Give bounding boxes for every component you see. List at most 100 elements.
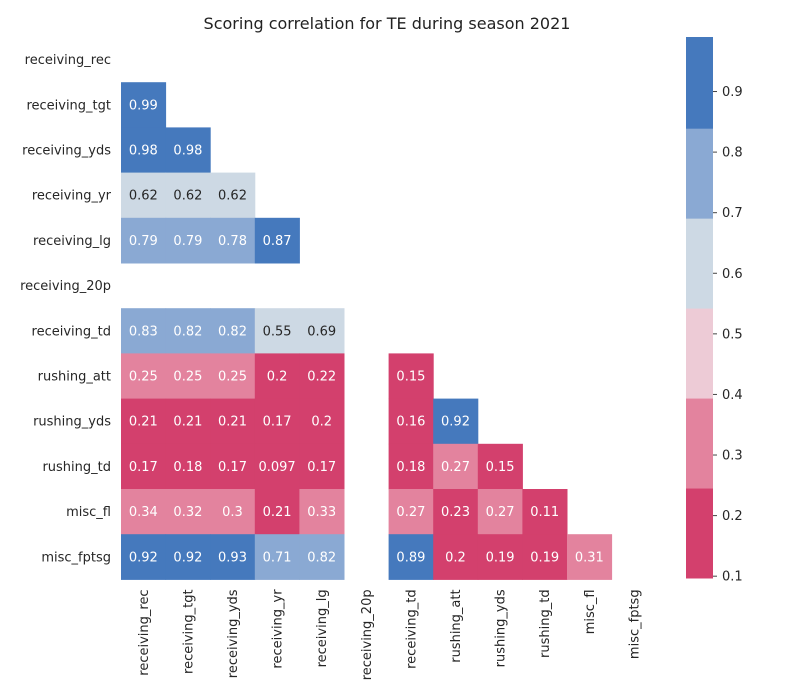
heatmap-cell [388, 534, 434, 580]
column-tick-label: receiving_yr [271, 589, 286, 669]
colorbar-tick-label: 0.6 [722, 267, 743, 282]
column-tick-label: rushing_td [538, 589, 553, 658]
cell-value-label: 0.99 [129, 98, 158, 113]
heatmap-cell [121, 534, 167, 580]
heatmap-cell [121, 82, 167, 128]
heatmap-cell [433, 534, 479, 580]
cell-value-label: 0.19 [486, 550, 515, 565]
heatmap-cell [522, 534, 568, 580]
colorbar-tick-label: 0.3 [722, 449, 743, 464]
cell-value-label: 0.25 [173, 370, 202, 385]
cell-value-label: 0.79 [173, 234, 202, 249]
heatmap-cell [433, 489, 479, 535]
cell-value-label: 0.93 [218, 550, 247, 565]
cell-value-label: 0.89 [396, 550, 425, 565]
column-tick-label: receiving_lg [315, 589, 330, 667]
cell-value-label: 0.92 [441, 415, 470, 430]
heatmap-cell [254, 534, 300, 580]
heatmap-cell [210, 217, 256, 264]
row-tick-label: rushing_att [38, 370, 111, 385]
row-tick-label: rushing_td [42, 460, 111, 475]
cell-value-label: 0.17 [263, 415, 292, 430]
heatmap-cell [210, 353, 256, 400]
row-tick-label: receiving_20p [20, 279, 111, 294]
cell-value-label: 0.92 [129, 550, 158, 565]
cell-value-label: 0.15 [396, 370, 425, 385]
colorbar-tick-label: 0.8 [722, 146, 743, 161]
colorbar-segment [686, 308, 713, 399]
colorbar-tick-label: 0.9 [722, 85, 743, 100]
cell-value-label: 0.34 [129, 505, 158, 520]
heatmap-cell [254, 398, 300, 445]
cell-value-label: 0.82 [307, 550, 336, 565]
row-tick-label: receiving_yr [32, 189, 112, 204]
heatmap-cell [121, 353, 167, 400]
heatmap-cell [388, 443, 434, 490]
cell-value-label: 0.98 [129, 144, 158, 159]
heatmap-cell [477, 489, 523, 535]
heatmap-cell [165, 398, 211, 445]
column-tick-label: rushing_yds [494, 589, 509, 667]
cell-value-label: 0.83 [129, 324, 158, 339]
heatmap-cell [210, 443, 256, 490]
cell-value-label: 0.87 [263, 234, 292, 249]
heatmap-cell [210, 172, 256, 219]
cell-value-label: 0.17 [218, 460, 247, 475]
column-tick-label: receiving_td [404, 589, 419, 668]
cell-value-label: 0.98 [173, 144, 202, 159]
heatmap-cell [299, 443, 345, 490]
cell-value-label: 0.15 [486, 460, 515, 475]
heatmap-cell [165, 443, 211, 490]
cell-value-label: 0.19 [530, 550, 559, 565]
heatmap-cell [121, 127, 167, 174]
heatmap-cell [165, 534, 211, 580]
chart-title: Scoring correlation for TE during season… [204, 14, 571, 33]
heatmap-cell [121, 443, 167, 490]
heatmap-cell [210, 534, 256, 580]
heatmap-cell [165, 353, 211, 400]
column-tick-label: receiving_20p [360, 589, 375, 680]
cell-value-label: 0.3 [222, 505, 243, 520]
row-tick-label: receiving_td [32, 324, 111, 339]
heatmap-cell [254, 443, 300, 490]
row-tick-label: receiving_lg [33, 234, 111, 249]
cell-value-label: 0.71 [263, 550, 292, 565]
colorbar-tick-label: 0.7 [722, 206, 743, 221]
heatmap-cell [299, 489, 345, 535]
row-tick-label: misc_fl [66, 505, 111, 520]
cell-value-label: 0.82 [218, 324, 247, 339]
heatmap-cell [477, 443, 523, 490]
heatmap-cell [210, 398, 256, 445]
heatmap-cell [121, 398, 167, 445]
heatmap-cell [433, 398, 479, 445]
cell-value-label: 0.92 [173, 550, 202, 565]
cell-value-label: 0.16 [396, 415, 425, 430]
cell-value-label: 0.55 [263, 324, 292, 339]
cell-value-label: 0.2 [311, 415, 332, 430]
heatmap-cell [165, 127, 211, 174]
heatmap-cell [299, 534, 345, 580]
heatmap-cell [121, 217, 167, 264]
cell-value-label: 0.27 [396, 505, 425, 520]
cell-value-label: 0.62 [218, 189, 247, 204]
heatmap-cell [165, 489, 211, 535]
cell-value-label: 0.2 [267, 370, 288, 385]
heatmap-cell [254, 353, 300, 400]
cell-value-label: 0.31 [575, 550, 604, 565]
colorbar-segment [686, 218, 713, 309]
cell-value-label: 0.21 [263, 505, 292, 520]
cell-value-label: 0.21 [129, 415, 158, 430]
heatmap-cell [210, 489, 256, 535]
colorbar-segment [686, 398, 713, 489]
heatmap-cell [121, 308, 167, 354]
heatmap-cell [254, 217, 300, 264]
cell-value-label: 0.78 [218, 234, 247, 249]
heatmap-cell [121, 172, 167, 219]
cell-value-label: 0.62 [173, 189, 202, 204]
cell-value-label: 0.097 [258, 460, 295, 475]
cell-value-label: 0.27 [486, 505, 515, 520]
column-tick-label: receiving_rec [137, 589, 152, 675]
column-tick-label: rushing_att [449, 589, 464, 662]
cell-value-label: 0.21 [173, 415, 202, 430]
